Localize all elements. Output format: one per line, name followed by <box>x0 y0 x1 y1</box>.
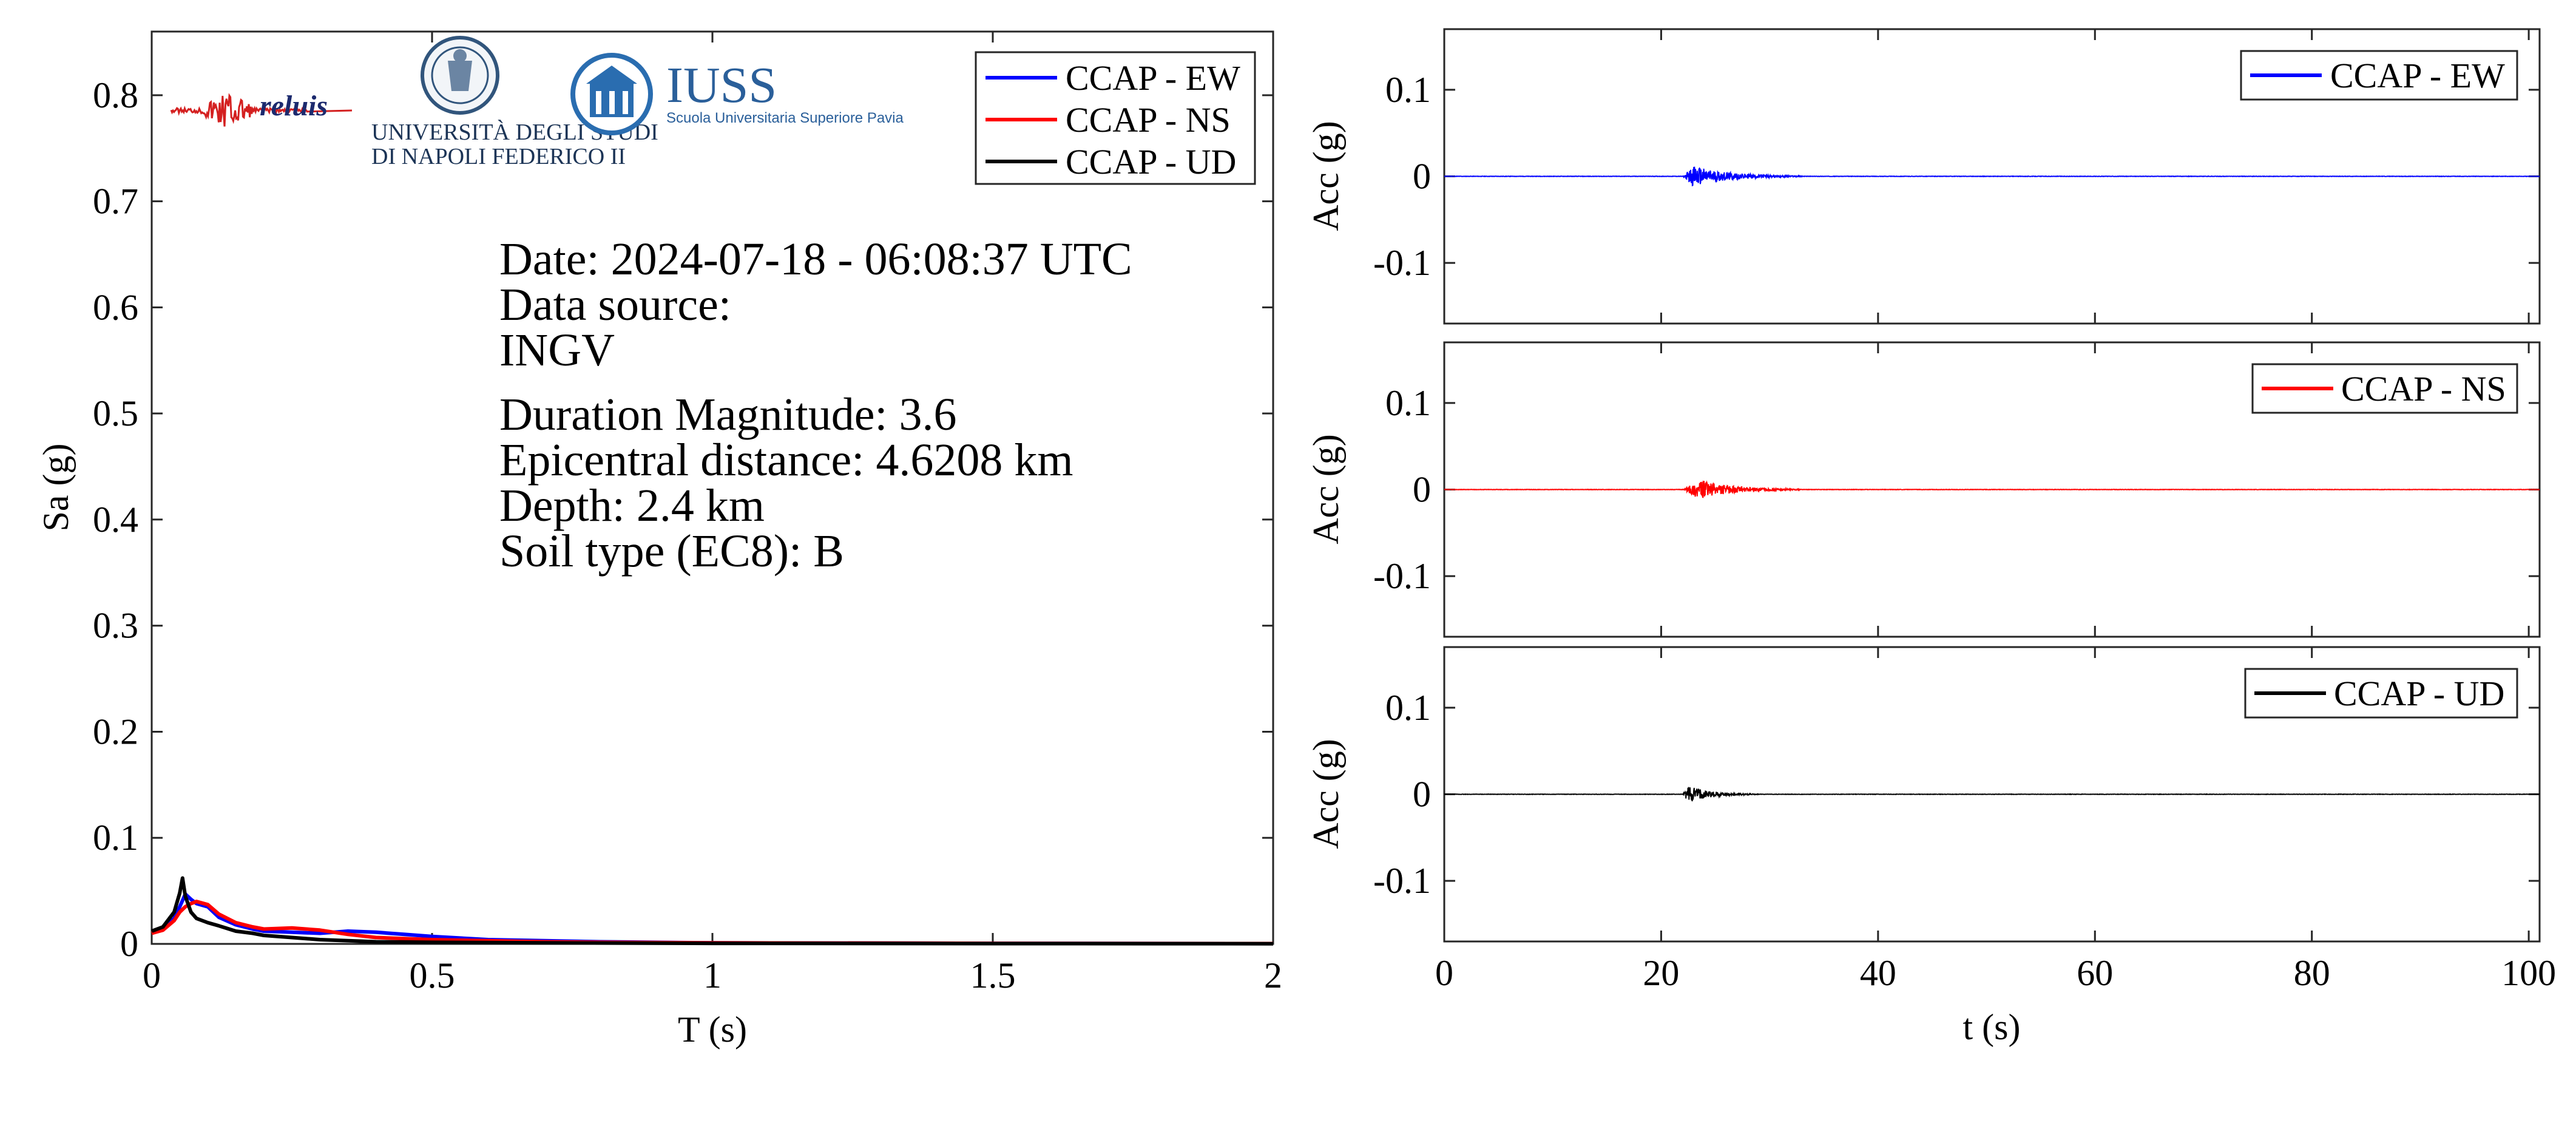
ns-legend: CCAP - NS <box>2251 363 2518 414</box>
ud-x-tick-label: 100 <box>2501 953 2556 993</box>
data-source-value: INGV <box>499 325 615 376</box>
ud-x-tick-label: 60 <box>2077 953 2113 993</box>
spectrum-x-tick-label: 0 <box>143 955 161 995</box>
ns-y-axis-label: Acc (g) <box>1306 434 1346 544</box>
ew-y-tick-label: 0.1 <box>1385 70 1431 110</box>
spectrum-x-tick-label: 0.5 <box>410 955 455 995</box>
ud-y-axis-label: Acc (g) <box>1306 739 1346 849</box>
data-source-label: Data source: <box>499 279 731 330</box>
ns-y-tick-label: 0.1 <box>1385 383 1431 423</box>
ud-x-tick-label: 20 <box>1643 953 1679 993</box>
ns-accelerogram-line <box>1444 480 2540 498</box>
spectrum-series <box>150 876 1274 946</box>
magnitude-text: Duration Magnitude: 3.6 <box>499 389 957 440</box>
reluis-logo-waveform <box>170 93 353 127</box>
spectrum-x-tick-label: 1 <box>703 955 722 995</box>
accelerogram-ud-axes: 0.1 0 -0.1 0 20 40 60 80 100 Acc (g) t (s) CCAP … <box>1306 646 2556 1047</box>
spectrum-y-tick-label: 0.3 <box>93 606 138 646</box>
ew-legend: CCAP - EW <box>2240 50 2518 101</box>
legend-label-ew: CCAP - EW <box>1066 58 1240 98</box>
ns-y-tick-label: -0.1 <box>1373 556 1431 596</box>
ud-x-tick-label: 0 <box>1435 953 1453 993</box>
ud-x-tick-label: 80 <box>2294 953 2330 993</box>
accelerogram-ns-axes: 0.1 0 -0.1 Acc (g) CCAP - NS <box>1306 341 2541 638</box>
iuss-logo-title: IUSS <box>666 57 777 114</box>
ud-y-tick-label: -0.1 <box>1373 861 1431 901</box>
spectrum-y-axis-label: Sa (g) <box>36 444 76 532</box>
ew-y-axis-label: Acc (g) <box>1306 121 1346 231</box>
response-spectrum-axes: 0 0.5 1 1.5 2 0 0.1 0.2 0.3 0.4 0.5 0.6 0.7 0.8 T (s)… <box>36 30 1282 1050</box>
spectrum-y-tick-label: 0 <box>120 924 138 964</box>
iuss-logo: IUSS Scuola Universitaria Superiore Pavi… <box>570 53 904 135</box>
ew-accelerogram-line <box>1444 166 2540 187</box>
ns-y-tick-label: 0 <box>1413 470 1431 510</box>
spectrum-y-tick-label: 0.5 <box>93 393 138 433</box>
ud-y-tick-label: 0 <box>1413 775 1431 815</box>
spectrum-y-tick-label: 0.4 <box>93 500 138 540</box>
ud-accelerogram-line <box>1444 787 2540 802</box>
event-info-annotation: Date: 2024-07-18 - 06:08:37 UTC Data sou… <box>499 234 1132 577</box>
ew-y-tick-label: -0.1 <box>1373 243 1431 283</box>
legend-label-ns: CCAP - NS <box>1066 100 1231 140</box>
unina-logo-line2: DI NAPOLI FEDERICO II <box>371 144 626 169</box>
spectrum-y-tick-label: 0.8 <box>93 75 138 115</box>
soil-type-text: Soil type (EC8): B <box>499 526 844 577</box>
ud-legend-label: CCAP - UD <box>2334 674 2504 713</box>
spectrum-y-tick-label: 0.1 <box>93 818 138 858</box>
spectrum-line-ud <box>150 876 1274 946</box>
reluis-logo: reluis <box>170 90 353 127</box>
spectrum-y-tick-label: 0.7 <box>93 181 138 222</box>
spectrum-x-tick-label: 2 <box>1264 955 1282 995</box>
depth-text: Depth: 2.4 km <box>499 480 765 531</box>
ud-y-tick-label: 0.1 <box>1385 688 1431 728</box>
ud-legend: CCAP - UD <box>2244 668 2518 719</box>
ud-x-tick-label: 40 <box>1860 953 1896 993</box>
ns-legend-label: CCAP - NS <box>2341 369 2506 409</box>
reluis-logo-text: reluis <box>260 90 328 122</box>
event-date-text: Date: 2024-07-18 - 06:08:37 UTC <box>499 234 1132 285</box>
ew-legend-label: CCAP - EW <box>2330 56 2505 95</box>
accelerogram-ew-axes: 0.1 0 -0.1 Acc (g) CCAP - EW <box>1306 28 2541 325</box>
epicentral-distance-text: Epicentral distance: 4.6208 km <box>499 435 1073 486</box>
ud-x-axis-label: t (s) <box>1963 1007 2021 1047</box>
spectrum-y-tick-label: 0.2 <box>93 711 138 751</box>
spectrum-legend: CCAP - EW CCAP - NS CCAP - UD <box>975 51 1256 185</box>
ew-y-tick-label: 0 <box>1413 157 1431 197</box>
spectrum-y-tick-label: 0.6 <box>93 287 138 327</box>
spectrum-ticks: 0 0.5 1 1.5 2 0 0.1 0.2 0.3 0.4 0.5 0.6 0.7 0.8 <box>93 32 1282 995</box>
spectrum-x-tick-label: 1.5 <box>970 955 1016 995</box>
legend-label-ud: CCAP - UD <box>1066 142 1236 181</box>
spectrum-x-axis-label: T (s) <box>678 1009 747 1050</box>
iuss-logo-subtitle: Scuola Universitaria Superiore Pavia <box>666 110 904 126</box>
